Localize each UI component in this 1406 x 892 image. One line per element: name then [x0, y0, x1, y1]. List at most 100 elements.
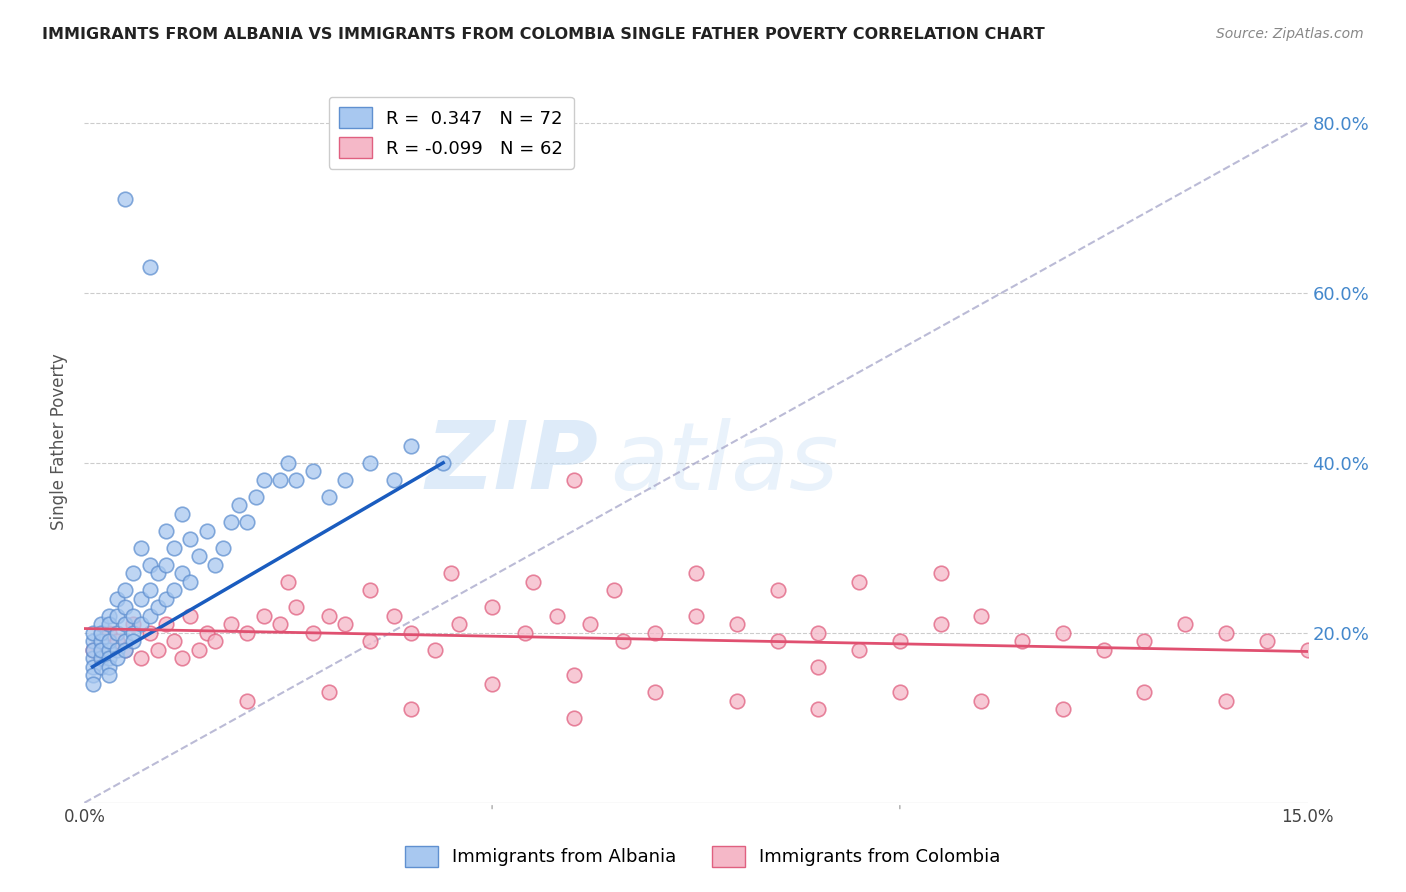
Point: [105, 625, 128, 640]
Point: [90, 651, 112, 665]
Point: [929, 617, 952, 632]
Point: [114, 617, 136, 632]
Point: [138, 625, 160, 640]
Point: [82, 634, 104, 648]
Point: [105, 642, 128, 657]
Point: [382, 473, 405, 487]
Point: [644, 625, 666, 640]
Point: [318, 608, 340, 623]
Point: [929, 566, 952, 581]
Point: [219, 516, 242, 530]
Point: [172, 651, 194, 665]
Point: [122, 566, 145, 581]
Point: [163, 541, 186, 555]
Point: [236, 625, 259, 640]
Point: [612, 634, 634, 648]
Point: [155, 617, 177, 632]
Point: [285, 473, 308, 487]
Point: [212, 541, 235, 555]
Point: [82, 660, 104, 674]
Text: ZIP: ZIP: [425, 417, 598, 509]
Point: [97, 651, 120, 665]
Point: [163, 634, 186, 648]
Point: [172, 507, 194, 521]
Point: [97, 617, 120, 632]
Point: [114, 642, 136, 657]
Point: [114, 634, 136, 648]
Point: [90, 642, 112, 657]
Point: [122, 608, 145, 623]
Point: [1215, 625, 1237, 640]
Point: [179, 574, 201, 589]
Point: [449, 617, 471, 632]
Point: [122, 625, 145, 640]
Point: [172, 566, 194, 581]
Point: [301, 625, 323, 640]
Point: [155, 524, 177, 538]
Point: [807, 625, 830, 640]
Point: [97, 608, 120, 623]
Point: [1052, 625, 1074, 640]
Point: [138, 583, 160, 598]
Point: [155, 558, 177, 572]
Point: [1092, 642, 1115, 657]
Point: [82, 668, 104, 682]
Point: [685, 608, 707, 623]
Point: [219, 617, 242, 632]
Point: [82, 642, 104, 657]
Point: [1296, 642, 1319, 657]
Point: [146, 642, 169, 657]
Point: [848, 574, 870, 589]
Legend: Immigrants from Albania, Immigrants from Colombia: Immigrants from Albania, Immigrants from…: [398, 838, 1008, 874]
Text: atlas: atlas: [610, 417, 838, 508]
Point: [766, 634, 789, 648]
Point: [179, 608, 201, 623]
Point: [644, 685, 666, 699]
Point: [97, 660, 120, 674]
Point: [269, 617, 291, 632]
Point: [277, 574, 299, 589]
Point: [82, 642, 104, 657]
Point: [848, 642, 870, 657]
Point: [1215, 694, 1237, 708]
Point: [269, 473, 291, 487]
Point: [204, 558, 226, 572]
Point: [1174, 617, 1197, 632]
Point: [685, 566, 707, 581]
Point: [725, 617, 748, 632]
Point: [114, 583, 136, 598]
Point: [579, 617, 602, 632]
Text: Source: ZipAtlas.com: Source: ZipAtlas.com: [1216, 27, 1364, 41]
Point: [1133, 685, 1156, 699]
Point: [807, 660, 830, 674]
Point: [359, 456, 381, 470]
Point: [131, 651, 153, 665]
Point: [138, 558, 160, 572]
Point: [335, 473, 357, 487]
Point: [318, 685, 340, 699]
Point: [114, 192, 136, 206]
Point: [562, 473, 585, 487]
Point: [105, 608, 128, 623]
Point: [122, 634, 145, 648]
Point: [122, 617, 145, 632]
Point: [522, 574, 544, 589]
Point: [513, 625, 536, 640]
Point: [399, 702, 422, 716]
Point: [195, 524, 218, 538]
Point: [82, 625, 104, 640]
Point: [90, 634, 112, 648]
Point: [82, 651, 104, 665]
Point: [1133, 634, 1156, 648]
Point: [187, 549, 209, 564]
Point: [114, 642, 136, 657]
Point: [187, 642, 209, 657]
Point: [105, 591, 128, 606]
Point: [105, 651, 128, 665]
Point: [90, 617, 112, 632]
Point: [970, 694, 993, 708]
Point: [105, 634, 128, 648]
Point: [562, 711, 585, 725]
Point: [399, 625, 422, 640]
Point: [114, 600, 136, 615]
